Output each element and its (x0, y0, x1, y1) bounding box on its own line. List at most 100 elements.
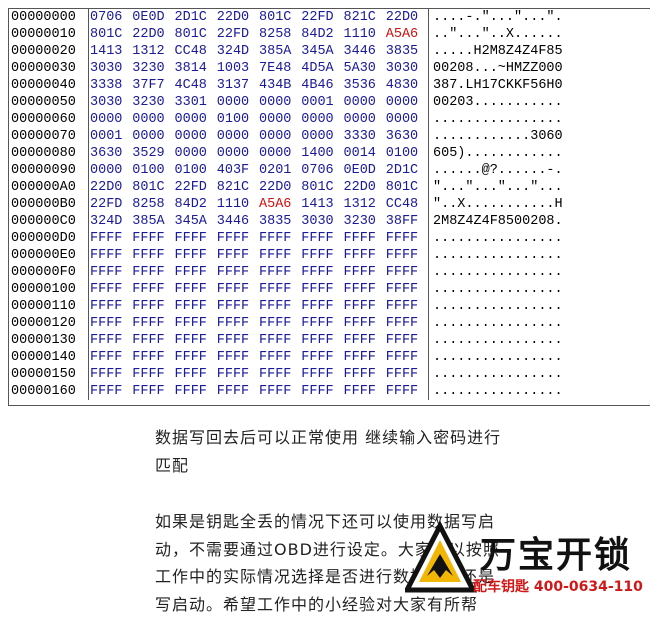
hex-word: FFFF (343, 231, 376, 246)
hex-word: FFFF (174, 350, 207, 365)
hex-word: 3030 (385, 61, 419, 76)
hex-word: FFFF (343, 282, 376, 297)
hex-words: FFFF FFFF FFFF FFFF FFFF FFFF FFFF FFFF (89, 332, 429, 349)
address: 00000050 (9, 94, 89, 111)
hex-word: FFFF (90, 299, 123, 314)
hex-word: FFFF (90, 231, 123, 246)
hex-word: 345A (301, 44, 334, 59)
address: 00000130 (9, 332, 89, 349)
address: 00000040 (9, 77, 89, 94)
hex-words: 324D 385A 345A 3446 3835 3030 3230 38FF (89, 213, 429, 230)
hex-words: 801C 22D0 801C 22FD 8258 84D2 1110 A5A6 (89, 26, 429, 43)
hex-word: FFFF (216, 282, 250, 297)
hex-words: FFFF FFFF FFFF FFFF FFFF FFFF FFFF FFFF (89, 247, 429, 264)
hex-word: FFFF (90, 384, 123, 399)
hex-word: FFFF (343, 384, 376, 399)
hex-word: 821C (343, 10, 376, 25)
hex-word: FFFF (216, 333, 250, 348)
ascii: ................ (433, 248, 563, 263)
hex-word: 3835 (259, 214, 292, 229)
hex-word: 3630 (385, 129, 419, 144)
ascii: 00208...~HMZZ000 (433, 61, 563, 76)
hex-word: 0000 (259, 146, 292, 161)
hex-view: 00000000 0706 0E0D 2D1C 22D0 801C 22FD 821C 22D0… (8, 8, 650, 406)
hex-word: 0000 (301, 129, 334, 144)
hex-row: 00000130 FFFF FFFF FFFF FFFF FFFF FFFF FFFF FFFF… (9, 332, 650, 349)
hex-word: FFFF (259, 333, 292, 348)
hex-word: 3030 (301, 214, 334, 229)
hex-word: 385A (132, 214, 165, 229)
hex-words: FFFF FFFF FFFF FFFF FFFF FFFF FFFF FFFF (89, 298, 429, 315)
hex-word: 3230 (132, 61, 165, 76)
ascii: ................ (433, 367, 563, 382)
hex-word: CC48 (385, 197, 419, 212)
hex-word: 403F (216, 163, 250, 178)
hex-row: 00000110 FFFF FFFF FFFF FFFF FFFF FFFF FFFF FFFF… (9, 298, 650, 315)
hex-word: 0201 (259, 163, 292, 178)
hex-word: 37F7 (132, 78, 165, 93)
address: 00000090 (9, 162, 89, 179)
hex-word: 1400 (301, 146, 334, 161)
hex-word: 0000 (132, 112, 165, 127)
watermark-tagline: 配车钥匙 400-0634-110 (473, 579, 643, 595)
hex-words: FFFF FFFF FFFF FFFF FFFF FFFF FFFF FFFF (89, 366, 429, 383)
hex-row: 00000140 FFFF FFFF FFFF FFFF FFFF FFFF FFFF FFFF… (9, 349, 650, 366)
hex-word: FFFF (90, 316, 123, 331)
hex-word: FFFF (385, 350, 419, 365)
hex-row: 000000A0 22D0 801C 22FD 821C 22D0 801C 22D0 801C… (9, 179, 650, 196)
hex-word: FFFF (301, 333, 334, 348)
ascii: ......@?......-. (433, 163, 563, 178)
text-line: 匹配 (155, 455, 190, 475)
hex-word: 8258 (132, 197, 165, 212)
hex-word: 0100 (174, 163, 207, 178)
hex-word: FFFF (132, 384, 165, 399)
hex-word: 22D0 (216, 10, 250, 25)
hex-words: 3030 3230 3301 0000 0000 0001 0000 0000 (89, 94, 429, 111)
hex-words: FFFF FFFF FFFF FFFF FFFF FFFF FFFF FFFF (89, 264, 429, 281)
hex-word: FFFF (301, 350, 334, 365)
hex-word: FFFF (259, 265, 292, 280)
hex-word: FFFF (259, 384, 292, 399)
hex-word: 0000 (259, 129, 292, 144)
hex-word: A5A6 (259, 197, 292, 212)
ascii: .."..."..X...... (433, 27, 563, 42)
hex-word: FFFF (132, 333, 165, 348)
address: 00000150 (9, 366, 89, 383)
hex-words: 0001 0000 0000 0000 0000 0000 3330 3630 (89, 128, 429, 145)
hex-word: 0000 (385, 112, 419, 127)
address: 00000060 (9, 111, 89, 128)
hex-word: FFFF (132, 231, 165, 246)
ascii: ................ (433, 333, 563, 348)
hex-word: FFFF (174, 367, 207, 382)
hex-word: FFFF (385, 333, 419, 348)
hex-word: FFFF (174, 316, 207, 331)
hex-words: FFFF FFFF FFFF FFFF FFFF FFFF FFFF FFFF (89, 230, 429, 247)
hex-word: 22D0 (259, 180, 292, 195)
hex-word: 0000 (132, 129, 165, 144)
hex-word: 84D2 (301, 27, 334, 42)
hex-row: 00000030 3030 3230 3814 1003 7E48 4D5A 5A30 3030… (9, 60, 650, 77)
hex-words: 0000 0100 0100 403F 0201 0706 0E0D 2D1C (89, 162, 429, 179)
hex-word: 22D0 (385, 10, 419, 25)
hex-word: FFFF (90, 367, 123, 382)
ascii: ................ (433, 350, 563, 365)
hex-word: 324D (216, 44, 250, 59)
hex-row: 00000120 FFFF FFFF FFFF FFFF FFFF FFFF FFFF FFFF… (9, 315, 650, 332)
hex-word: 324D (90, 214, 123, 229)
hex-word: A5A6 (385, 27, 419, 42)
hex-word: 22FD (90, 197, 123, 212)
hex-word: FFFF (132, 248, 165, 263)
ascii: "..X...........H (433, 197, 563, 212)
hex-word: FFFF (132, 316, 165, 331)
hex-word: FFFF (174, 265, 207, 280)
hex-row: 00000040 3338 37F7 4C48 3137 434B 4B46 3536 4830… (9, 77, 650, 94)
ascii: "..."..."..."... (433, 180, 563, 195)
hex-word: 3630 (90, 146, 123, 161)
hex-word: 0100 (385, 146, 419, 161)
hex-word: 8258 (259, 27, 292, 42)
hex-word: 3835 (385, 44, 419, 59)
text-line: 数据写回去后可以正常使用 继续输入密码进行 (155, 428, 502, 447)
hex-word: 22D0 (90, 180, 123, 195)
hex-word: 801C (385, 180, 419, 195)
hex-word: 3137 (216, 78, 250, 93)
